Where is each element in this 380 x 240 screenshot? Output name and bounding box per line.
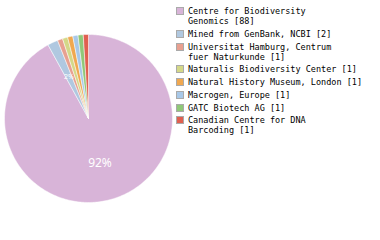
html-text:GATC Biotech AG [1]: GATC Biotech AG [1]: [188, 102, 286, 113]
html-text:Centre for Biodiversity Genomi: Centre for Biodiversity Genomics [88]: [188, 6, 306, 27]
svg-text:2%: 2%: [64, 72, 74, 81]
html-text:Macrogen, Europe [1]: Macrogen, Europe [1]: [188, 89, 291, 100]
html-text:Canadian Centre for DNA Barcod: Canadian Centre for DNA Barcoding [1]: [188, 115, 306, 136]
html-text:Naturalis Biodiversity Center: Naturalis Biodiversity Center [1]: [188, 64, 357, 75]
html-text:Universitat Hamburg, Centrum f: Universitat Hamburg, Centrum fuer Naturk…: [188, 41, 332, 62]
svg-text:92%: 92%: [88, 154, 112, 171]
html-text:Natural History Museum, London: Natural History Museum, London [1]: [188, 77, 362, 88]
html-text:Mined from GenBank, NCBI [2]: Mined from GenBank, NCBI [2]: [188, 28, 332, 39]
